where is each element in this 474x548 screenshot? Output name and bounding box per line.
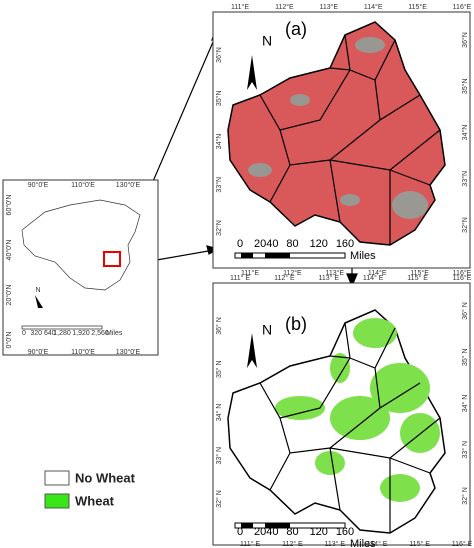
lon-label: 90°0'E [28, 348, 49, 356]
scale-label: 320 640 [30, 330, 55, 337]
lon-label: 112° E [282, 540, 303, 548]
lat-label: 33° N [461, 441, 469, 459]
lon-label: 114°E [364, 3, 383, 11]
scale-label: 160 [336, 526, 354, 538]
lat-label: 34°N [215, 134, 223, 150]
lat-label: 33°N [461, 171, 469, 187]
lat-label: 33° N [215, 447, 223, 465]
texture [248, 37, 428, 219]
lon-label: 111°E [241, 269, 259, 277]
legend-label: No Wheat [75, 470, 136, 485]
scale-label: 0 [237, 526, 243, 538]
scale-label: 80 [286, 526, 298, 538]
lon-label: 113° E [325, 540, 346, 548]
north-label: N [35, 287, 40, 294]
lat-label: 0°0'N [5, 332, 13, 349]
scale-label: 80 [286, 238, 298, 250]
panel-label: (a) [285, 19, 307, 39]
lat-label: 20°0'N [5, 285, 13, 306]
lon-label: 116°E [453, 3, 472, 11]
scale-label: 1,280 [53, 330, 71, 337]
lat-label: 34°N [461, 125, 469, 141]
lat-label: 34° N [461, 395, 469, 413]
lon-label: 111° E [230, 274, 250, 282]
lon-label: 114° E [363, 274, 384, 282]
lon-label: 111° E [240, 540, 260, 548]
lat-label: 32°N [461, 217, 469, 233]
lon-label: 114° E [367, 540, 388, 548]
lat-label: 36° N [461, 302, 469, 320]
lat-label: 35°N [215, 90, 223, 106]
scale-bar [265, 523, 290, 528]
lon-label: 115°E [410, 269, 429, 277]
lat-label: 40°0'N [5, 240, 13, 261]
lat-label: 34° N [215, 404, 223, 422]
lon-label: 112°E [283, 269, 302, 277]
lon-label: 130°0'E [116, 181, 141, 189]
lat-label: 36°N [215, 47, 223, 63]
scale-unit: Miles [350, 538, 376, 548]
lat-label: 36° N [215, 317, 223, 335]
lon-label: 130°0'E [116, 348, 141, 356]
lat-label: 32° N [461, 487, 469, 505]
lon-label: 115°E [408, 3, 427, 11]
wheat-area [275, 318, 440, 502]
north-arrow [247, 333, 257, 368]
lat-label: 36°N [461, 32, 469, 48]
lon-label: 115° E [407, 274, 428, 282]
scale-bar [21, 325, 103, 330]
lat-label: 60°0'N [5, 195, 13, 216]
lat-label: 33°N [215, 177, 223, 193]
scale-label: 2040 [254, 526, 278, 538]
map-b [227, 309, 446, 534]
lon-label: 110°0'E [71, 181, 95, 189]
scale-label: 120 [310, 526, 328, 538]
north-label: N [262, 33, 272, 49]
scale-label: 0 [237, 238, 243, 250]
north-label: N [262, 322, 272, 338]
scale-label: 0 [22, 330, 26, 337]
legend-swatch [44, 470, 70, 486]
lon-label: 116°E [453, 274, 472, 282]
scale-unit: Miles [350, 250, 376, 262]
lon-label: 112° E [274, 274, 295, 282]
lon-label: 115° E [409, 540, 430, 548]
lon-label: 111°E [231, 3, 249, 11]
lon-label: 90°0'E [28, 181, 49, 189]
lon-label: 112°E [275, 3, 294, 11]
scale-label: 120 [310, 238, 328, 250]
north-arrow [247, 55, 257, 90]
scale-label: 2,560 [91, 330, 109, 337]
lat-label: 32° N [215, 490, 223, 508]
study-area-box [103, 251, 121, 267]
china-outline [21, 199, 141, 291]
lat-label: 35°N [461, 78, 469, 94]
scale-label: 160 [336, 238, 354, 250]
lat-label: 35° N [215, 360, 223, 378]
lat-label: 35° N [461, 348, 469, 366]
lon-label: 113°E [325, 269, 344, 277]
scale-label: 1,920 [72, 330, 90, 337]
scale-bar [241, 253, 253, 258]
legend-label: Wheat [75, 493, 115, 508]
lon-label: 113° E [319, 274, 340, 282]
lon-label: 113°E [319, 3, 338, 11]
legend-swatch [44, 493, 70, 509]
scale-unit: Miles [106, 330, 123, 337]
lon-label: 116° E [452, 540, 473, 548]
scale-bar [265, 253, 290, 258]
scale-label: 2040 [254, 238, 278, 250]
lon-label: 110°0'E [71, 348, 95, 356]
lon-label: 114°E [368, 269, 387, 277]
lat-label: 32°N [215, 220, 223, 236]
scale-bar [241, 523, 253, 528]
north-arrow [35, 295, 43, 308]
lon-label: 116°E [453, 269, 472, 277]
panel-label: (b) [285, 314, 307, 334]
